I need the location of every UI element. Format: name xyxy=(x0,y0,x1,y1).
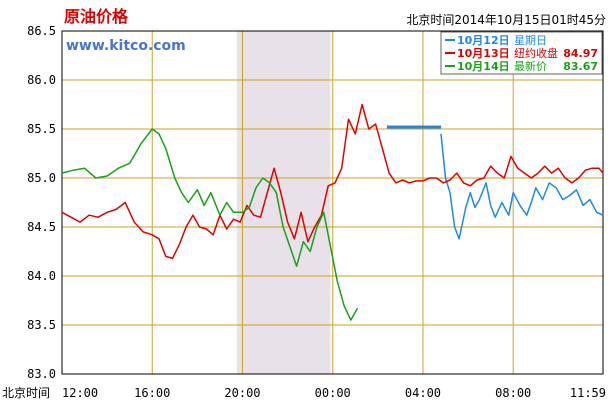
y-tick-label: 86.5 xyxy=(27,24,56,38)
series-line-2 xyxy=(61,103,604,260)
x-tick-label: 12:00 xyxy=(62,386,98,400)
y-tick-label: 85.5 xyxy=(27,122,56,136)
chart-title: 原油价格 xyxy=(64,7,129,26)
legend-date: 10月13日 xyxy=(457,47,510,60)
y-tick-label: 84.5 xyxy=(27,220,56,234)
legend: 10月12日 星期日 10月13日 纽约收盘 84.97 10月14日 最新价 83.67 xyxy=(440,31,603,75)
legend-label: 星期日 xyxy=(514,34,547,47)
x-tick-label: 20:00 xyxy=(224,386,260,400)
x-axis-labels: 12:00 16:00 20:00 00:00 04:00 08:00 11:59 xyxy=(62,386,606,400)
legend-value: 83.67 xyxy=(563,60,598,73)
series-lines xyxy=(61,103,604,321)
x-tick-label: 08:00 xyxy=(495,386,531,400)
legend-date: 10月14日 xyxy=(457,60,510,73)
legend-label: 纽约收盘 xyxy=(514,46,558,60)
y-tick-label: 84.0 xyxy=(27,269,56,283)
x-tick-label: 11:59 xyxy=(570,386,606,400)
y-tick-label: 83.5 xyxy=(27,318,56,332)
legend-box xyxy=(440,31,603,75)
legend-value: 84.97 xyxy=(563,47,598,60)
y-tick-label: 85.0 xyxy=(27,171,56,185)
x-tick-label: 04:00 xyxy=(405,386,441,400)
x-axis-name: 北京时间 xyxy=(2,386,50,400)
legend-date: 10月12日 xyxy=(457,34,510,47)
legend-label: 最新价 xyxy=(514,59,547,73)
x-tick-label: 00:00 xyxy=(315,386,351,400)
series-line-1-continued xyxy=(440,133,604,240)
timestamp-text: 北京时间2014年10月15日01时45分 xyxy=(406,13,606,27)
plot-frame xyxy=(61,30,604,375)
watermark-text: www.kitco.com xyxy=(66,38,186,54)
series-line-3 xyxy=(61,128,359,321)
y-tick-label: 83.0 xyxy=(27,367,56,381)
y-tick-label: 86.0 xyxy=(27,73,56,87)
y-axis-labels: 83.0 83.5 84.0 84.5 85.0 85.5 86.0 86.5 xyxy=(27,24,56,381)
x-tick-label: 16:00 xyxy=(134,386,170,400)
